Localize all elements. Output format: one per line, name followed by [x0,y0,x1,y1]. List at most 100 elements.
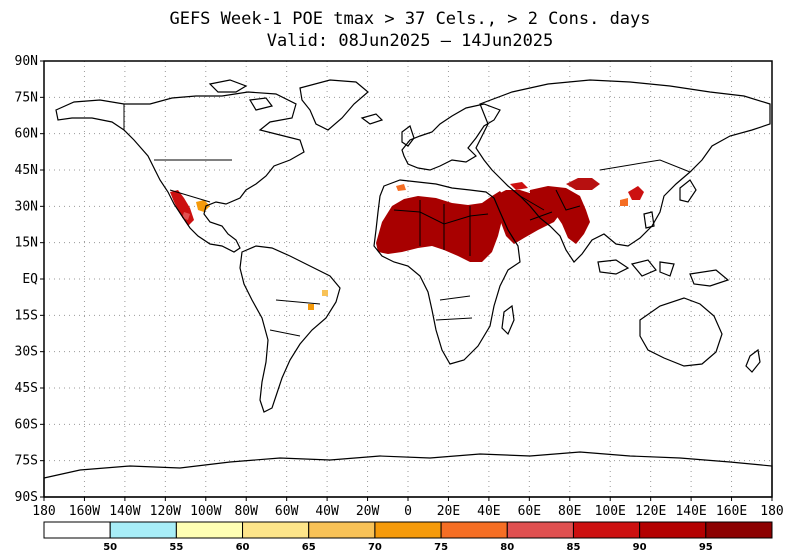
legend-label: 55 [169,542,183,553]
heat-brazil-1 [322,290,328,296]
lon-tick-label: 140W [109,504,140,519]
australia [639,297,723,367]
lon-tick-label: 20E [437,504,460,519]
map-background [44,61,772,497]
lon-tick-label: 100E [595,504,626,519]
asia [475,79,771,263]
japan [679,179,697,203]
borneo [630,259,657,277]
north-america [55,91,305,253]
legend-label: 60 [236,542,250,553]
iran-pakistan-border [555,189,581,211]
china-mongolia-border [599,159,691,173]
legend-label: 70 [368,542,382,553]
legend-swatch [43,521,111,539]
legend-label: 90 [633,542,647,553]
title-line-1: GEFS Week-1 POE tmax > 37 Cels., > 2 Con… [169,9,650,29]
sahara-borders-2 [419,200,471,256]
madagascar [501,304,515,336]
lon-tick-label: 60W [275,504,299,519]
color-legend: 50 55 60 65 70 75 80 85 90 95 [43,521,773,553]
legend-label: 80 [500,542,514,553]
latitude-labels: 90N 75N 60N 45N 30N 15N EQ 15S 30S 45S 60S 75S 90S [15,54,44,505]
legend-swatch [109,521,177,539]
sumatra [597,259,630,275]
lat-tick-label: 75N [15,90,38,105]
lat-tick-label: 45S [15,381,38,396]
philippines [643,211,655,229]
legend-swatch [175,521,244,539]
iceland [360,113,384,125]
lat-tick-label: 45N [15,163,38,178]
longitude-labels: 180 160W 140W 120W 100W 80W 60W 40W 20W 0 20E 40E 60… [32,497,784,519]
arabia-borders [519,195,553,221]
heat-brazil-2 [308,304,314,310]
lat-tick-label: 90N [15,54,38,69]
lat-tick-label: 30S [15,345,38,360]
lon-tick-label: 40E [477,504,500,519]
heat-south-asia [530,186,590,244]
baffin-island [249,97,274,111]
heat-iraq [510,182,528,190]
legend-swatch [374,521,442,539]
arctic-islands [208,79,248,93]
legend-label: 95 [699,542,713,553]
greenland [299,79,369,131]
lon-tick-label: 0 [404,504,412,519]
title-line-2: Valid: 08Jun2025 – 14Jun2025 [267,31,554,51]
south-america-borders [269,299,321,337]
heat-sahara [376,191,506,262]
uk [401,125,415,147]
africa-south-borders [435,295,473,321]
legend-label: 85 [566,542,580,553]
legend-swatch [572,521,641,539]
lat-tick-label: 60S [15,417,38,432]
country-borders [123,104,691,337]
legend-swatch [440,521,508,539]
heat-china [628,186,644,200]
lon-tick-label: 120W [150,504,181,519]
legend-label: 65 [302,542,316,553]
lon-tick-label: 60E [518,504,541,519]
sulawesi [659,261,675,277]
legend-swatch [308,521,376,539]
europe [401,103,501,171]
lat-tick-label: 30N [15,199,38,214]
legend-label: 75 [434,542,448,553]
heat-china-edge [620,198,628,206]
heat-texas [196,200,210,212]
heat-maghreb [396,184,406,191]
legend-swatch [242,521,310,539]
legend-label: 50 [103,542,117,553]
heat-taklamakan [566,178,600,190]
lon-tick-label: 20W [356,504,380,519]
poe-shading [170,178,644,310]
new-zealand [745,348,761,373]
lon-tick-label: 120E [635,504,666,519]
lat-tick-label: 75S [15,454,38,469]
us-mexico-border [169,189,211,203]
lat-tick-label: 60N [15,127,38,142]
new-guinea [689,269,730,287]
legend-swatch [506,521,574,539]
lon-tick-label: 80W [234,504,258,519]
lon-tick-label: 180 [32,504,55,519]
lon-tick-label: 160E [716,504,747,519]
map-area [43,60,773,498]
south-america [239,245,341,413]
lon-tick-label: 40W [315,504,339,519]
africa [373,179,521,365]
lon-tick-label: 100W [190,504,221,519]
lon-tick-label: 180 [760,504,783,519]
lon-tick-label: 160W [69,504,100,519]
lon-tick-label: 140E [675,504,706,519]
lat-tick-label: 90S [15,490,38,505]
lat-tick-label: EQ [22,272,38,287]
lat-tick-label: 15N [15,236,38,251]
lon-tick-label: 80E [558,504,581,519]
lat-tick-label: 15S [15,308,38,323]
legend-swatch [639,521,707,539]
legend-swatch [705,521,773,539]
